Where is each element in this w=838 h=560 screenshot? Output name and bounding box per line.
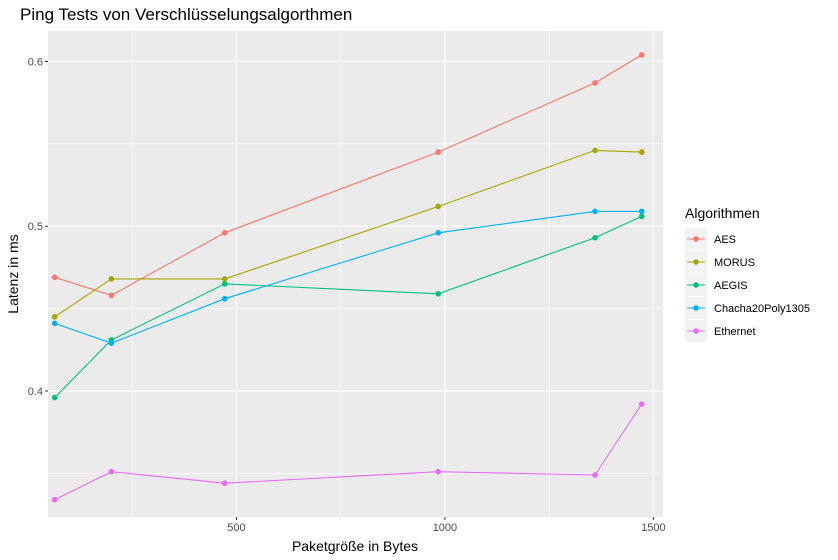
data-point-ethernet [221, 480, 228, 487]
legend-key-point-aegis [693, 282, 699, 288]
data-point-aegis [221, 281, 228, 287]
data-point-aes [51, 274, 58, 281]
data-point-morus [592, 147, 598, 154]
y-tick-label: 0.5 [28, 221, 43, 233]
data-point-ethernet [108, 468, 115, 475]
x-tick-label: 1000 [433, 522, 457, 534]
plot-panel [48, 31, 663, 517]
data-point-aes [108, 292, 115, 299]
data-point-ethernet [435, 468, 442, 475]
legend-title: Algorithmen [685, 205, 760, 221]
series-line-aegis [54, 215, 642, 398]
data-point-morus [108, 276, 115, 282]
data-point-morus [221, 276, 228, 282]
data-point-aes [592, 80, 598, 86]
grid-minor [48, 31, 663, 517]
data-point-chacha20poly1305 [221, 295, 228, 302]
series-layer [51, 52, 645, 503]
data-point-chacha20poly1305 [592, 208, 598, 215]
x-tick-label: 1500 [641, 522, 665, 534]
legend-label-ethernet: Ethernet [714, 326, 756, 338]
y-tick-label: 0.6 [28, 56, 43, 68]
legend-label-morus: MORUS [714, 257, 755, 269]
legend: Algorithmen AES MORUS AEGIS Chacha20Poly130… [685, 205, 810, 342]
series-line-ethernet [54, 403, 643, 501]
chart-title: Ping Tests von Verschlüsselungsalgorthme… [20, 5, 352, 24]
x-tick-label: 500 [227, 522, 245, 534]
legend-key-point-morus [693, 259, 699, 265]
data-point-morus [435, 203, 442, 210]
data-point-morus [638, 149, 645, 155]
legend-label-chacha20poly1305: Chacha20Poly1305 [714, 303, 810, 315]
data-point-morus [51, 314, 58, 320]
data-point-aegis [51, 394, 58, 401]
legend-key-point-ethernet [693, 328, 699, 334]
data-point-chacha20poly1305 [435, 230, 442, 236]
grid-major [48, 31, 663, 517]
data-point-aegis [435, 290, 442, 297]
legend-label-aegis: AEGIS [714, 280, 748, 292]
data-point-ethernet [638, 401, 645, 407]
data-point-aes [221, 230, 228, 236]
y-axis-title: Latenz in ms [5, 234, 21, 313]
axis-ticks: 500 1000 1500 0.4 0.5 0.6 [28, 56, 666, 534]
x-axis-title: Paketgröße in Bytes [292, 538, 418, 554]
legend-label-aes: AES [714, 234, 736, 246]
data-point-ethernet [592, 472, 598, 478]
data-point-aegis [592, 234, 598, 241]
series-line-chacha20poly1305 [54, 210, 642, 344]
series-line-aes [54, 54, 642, 296]
data-point-aes [435, 149, 442, 155]
legend-key-point-chacha20poly1305 [693, 305, 699, 311]
data-point-chacha20poly1305 [638, 208, 645, 215]
data-point-chacha20poly1305 [108, 340, 115, 346]
legend-key-point-aes [693, 236, 699, 242]
data-point-aes [638, 52, 645, 58]
data-point-ethernet [51, 496, 58, 503]
data-point-chacha20poly1305 [51, 320, 58, 327]
y-tick-label: 0.4 [28, 386, 43, 398]
data-point-aegis [638, 213, 645, 220]
series-line-morus [54, 149, 642, 318]
